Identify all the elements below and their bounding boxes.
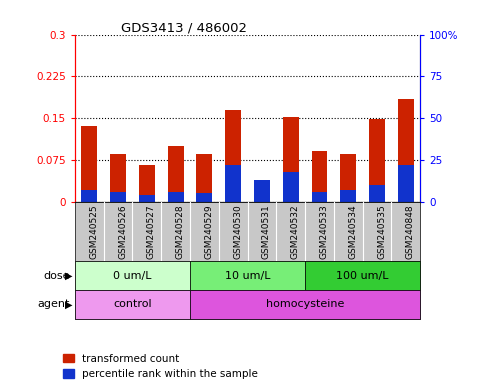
Text: homocysteine: homocysteine xyxy=(266,299,344,310)
Bar xyxy=(190,261,305,290)
Text: 100 um/L: 100 um/L xyxy=(336,270,389,281)
Bar xyxy=(254,180,270,202)
Bar xyxy=(254,197,270,202)
Bar xyxy=(110,154,126,202)
Bar xyxy=(197,154,213,202)
Bar xyxy=(81,190,97,202)
Bar xyxy=(225,165,241,202)
Text: GSM240532: GSM240532 xyxy=(291,205,300,259)
Text: agent: agent xyxy=(38,299,70,310)
Bar xyxy=(341,190,356,202)
Bar xyxy=(369,119,385,202)
Bar xyxy=(398,165,414,202)
Bar xyxy=(305,261,420,290)
Bar xyxy=(398,99,414,202)
Bar xyxy=(139,195,155,202)
Legend: transformed count, percentile rank within the sample: transformed count, percentile rank withi… xyxy=(63,354,258,379)
Bar xyxy=(369,185,385,202)
Text: 0 um/L: 0 um/L xyxy=(113,270,152,281)
Bar xyxy=(168,146,184,202)
Text: GSM240535: GSM240535 xyxy=(377,205,386,259)
Bar xyxy=(81,126,97,202)
Bar xyxy=(110,192,126,202)
Text: GSM240529: GSM240529 xyxy=(204,205,213,259)
Text: ▶: ▶ xyxy=(65,299,72,310)
Text: 10 um/L: 10 um/L xyxy=(225,270,270,281)
Text: dose: dose xyxy=(43,270,70,281)
Bar xyxy=(190,290,420,319)
Bar xyxy=(283,172,298,202)
Text: GSM240525: GSM240525 xyxy=(89,205,98,259)
Bar xyxy=(197,193,213,202)
Bar xyxy=(283,117,298,202)
Text: ▶: ▶ xyxy=(65,270,72,281)
Text: GSM240527: GSM240527 xyxy=(147,205,156,259)
Bar xyxy=(75,290,190,319)
Text: GSM240526: GSM240526 xyxy=(118,205,127,259)
Text: GSM240534: GSM240534 xyxy=(348,205,357,259)
Text: GSM240531: GSM240531 xyxy=(262,205,271,259)
Text: GSM240528: GSM240528 xyxy=(176,205,185,259)
Text: control: control xyxy=(113,299,152,310)
Text: GSM240530: GSM240530 xyxy=(233,205,242,259)
Text: GSM240848: GSM240848 xyxy=(406,205,415,259)
Bar xyxy=(312,192,327,202)
Text: GDS3413 / 486002: GDS3413 / 486002 xyxy=(121,21,246,34)
Bar xyxy=(225,110,241,202)
Bar xyxy=(341,154,356,202)
Bar xyxy=(75,261,190,290)
Bar xyxy=(168,192,184,202)
Bar xyxy=(312,152,327,202)
Bar xyxy=(139,166,155,202)
Text: GSM240533: GSM240533 xyxy=(319,205,328,259)
